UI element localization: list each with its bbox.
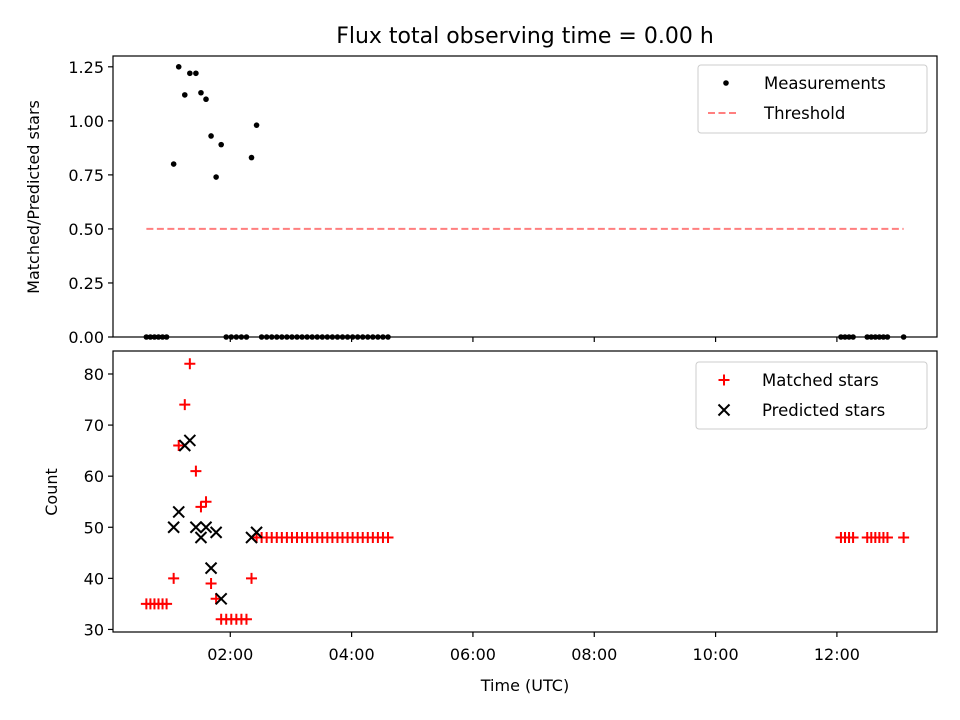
chart-title: Flux total observing time = 0.00 h xyxy=(336,24,714,49)
legend-label: Matched stars xyxy=(762,371,879,390)
top-y-axis-label: Matched/Predicted stars xyxy=(24,100,43,294)
data-point xyxy=(250,526,263,539)
legend-label: Predicted stars xyxy=(762,401,885,420)
y-tick-label: 0.00 xyxy=(68,328,104,347)
data-point xyxy=(248,154,255,161)
legend-item-matched-stars: Matched stars xyxy=(718,371,879,390)
data-point xyxy=(218,141,224,148)
data-point xyxy=(190,465,202,477)
legend-swatch xyxy=(717,403,731,417)
data-point xyxy=(881,531,893,543)
top-plot-area: 0.00 0.25 0.50 0.75 1.00 1.25 xyxy=(68,55,938,347)
legend-swatch xyxy=(723,80,729,86)
axes-frame xyxy=(112,350,938,633)
legend-label: Threshold xyxy=(763,104,845,123)
data-point xyxy=(181,92,188,98)
top-legend: Measurements Threshold xyxy=(697,64,928,134)
data-point xyxy=(168,572,180,584)
bottom-panel: 30 40 50 60 70 80 02:00 04:00 06:00 08:00 10:00 12:… xyxy=(42,350,938,695)
data-point xyxy=(183,434,197,447)
data-point xyxy=(203,96,209,103)
top-panel: Flux total observing time = 0.00 h 0.000… xyxy=(24,24,938,347)
data-point xyxy=(253,122,260,128)
y-tick-label: 60 xyxy=(84,467,104,486)
legend-box xyxy=(697,64,928,134)
y-tick-label: 0.75 xyxy=(68,166,104,185)
legend-item-predicted-stars: Predicted stars xyxy=(717,401,885,420)
data-point xyxy=(204,561,218,575)
data-point xyxy=(187,70,193,77)
data-point xyxy=(193,70,199,77)
series-predicted-stars xyxy=(167,434,263,605)
data-point xyxy=(898,531,910,543)
legend-item-measurements: Measurements xyxy=(723,74,886,93)
y-tick-label: 50 xyxy=(84,518,104,537)
x-tick-label: 06:00 xyxy=(450,645,496,664)
data-point xyxy=(198,89,204,96)
legend-label: Measurements xyxy=(764,74,886,93)
y-tick-label: 30 xyxy=(84,620,104,639)
data-point xyxy=(209,526,223,539)
data-point xyxy=(382,531,394,543)
bottom-legend: Matched stars Predicted stars xyxy=(695,361,928,430)
y-tick-label: 40 xyxy=(84,569,104,588)
data-point xyxy=(200,496,212,508)
data-point xyxy=(167,521,180,534)
legend-item-threshold: Threshold xyxy=(708,104,845,123)
data-point xyxy=(213,174,219,180)
x-tick-label: 12:00 xyxy=(814,645,860,664)
data-point xyxy=(205,577,217,589)
y-tick-label: 0.25 xyxy=(68,274,104,293)
data-point xyxy=(195,501,207,513)
data-point xyxy=(214,592,228,605)
x-tick-label: 10:00 xyxy=(693,645,739,664)
data-point xyxy=(208,133,214,139)
data-point xyxy=(184,358,196,370)
y-tick-label: 1.25 xyxy=(68,58,104,77)
series-matched-stars xyxy=(140,358,910,625)
y-tick-label: 80 xyxy=(84,365,104,384)
x-axis-label: Time (UTC) xyxy=(480,676,569,695)
data-point xyxy=(172,505,185,519)
x-tick-label: 02:00 xyxy=(207,645,253,664)
y-tick-label: 0.50 xyxy=(68,220,104,239)
data-point xyxy=(170,161,177,167)
data-point xyxy=(189,521,203,534)
x-tick-label: 08:00 xyxy=(571,645,617,664)
data-point xyxy=(246,572,258,584)
y-tick-label: 70 xyxy=(84,416,104,435)
bottom-y-axis-label: Count xyxy=(42,468,61,516)
data-point xyxy=(161,598,173,610)
data-point xyxy=(175,64,182,70)
data-point xyxy=(194,531,208,544)
data-point xyxy=(847,531,859,543)
legend-swatch xyxy=(718,374,730,386)
x-tick-label: 04:00 xyxy=(329,645,375,664)
bottom-plot-area: 30 40 50 60 70 80 02:00 04:00 06:00 08:00 10:00 12:… xyxy=(84,350,938,664)
data-point xyxy=(173,440,185,452)
y-tick-label: 1.00 xyxy=(68,112,104,131)
legend-box xyxy=(695,361,928,430)
data-point xyxy=(179,399,191,411)
data-point xyxy=(199,521,213,534)
axes-frame xyxy=(112,55,938,338)
data-point xyxy=(240,613,252,625)
